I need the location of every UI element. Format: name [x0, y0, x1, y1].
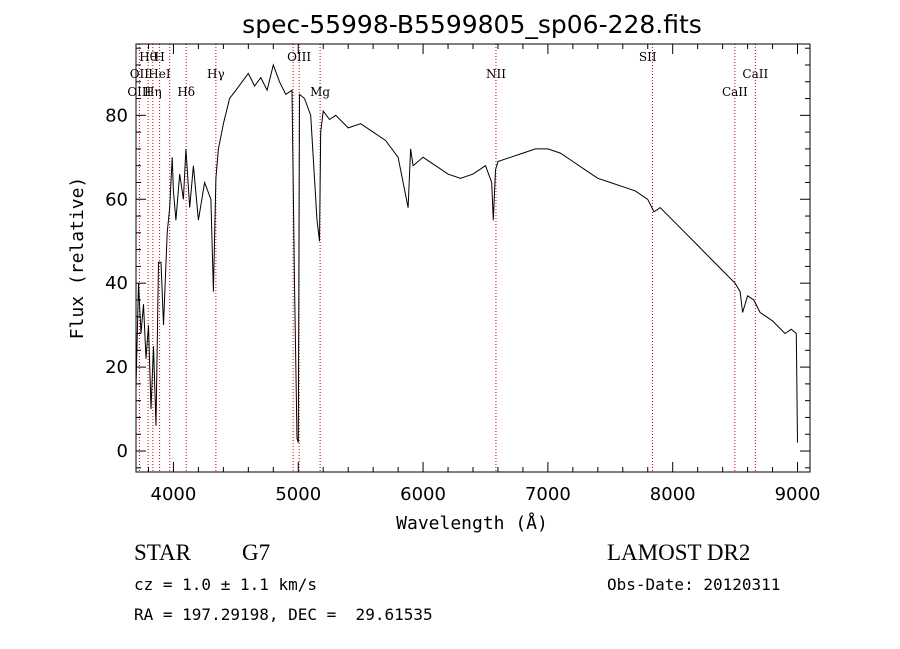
x-tick-label: 6000 — [400, 484, 446, 505]
marker-label: Hδ — [177, 85, 195, 99]
x-tick-label: 5000 — [275, 484, 321, 505]
coordinates: RA = 197.29198, DEC = 29.61535 — [134, 605, 433, 624]
marker-label: OIII — [287, 50, 311, 64]
marker-label: Mg — [310, 85, 330, 99]
y-axis-ticks: 0 20 40 60 80 — [105, 47, 810, 469]
y-tick-label: 60 — [105, 189, 128, 210]
marker-label: OII — [130, 67, 150, 81]
y-tick-label: 20 — [105, 357, 128, 378]
marker-label: Hη — [144, 85, 162, 99]
observation-date: Obs-Date: 20120311 — [607, 575, 781, 594]
x-axis-ticks: 4000 5000 6000 7000 8000 9000 — [147, 44, 821, 505]
survey-name: LAMOST DR2 — [607, 540, 751, 565]
emission-line-markers — [138, 44, 756, 472]
marker-label: Hθ — [139, 50, 157, 64]
marker-label: CaII — [742, 67, 768, 81]
redshift-cz: cz = 1.0 ± 1.1 km/s — [134, 575, 318, 594]
object-class: STAR — [134, 540, 191, 565]
marker-label: OIII — [127, 85, 151, 99]
x-tick-label: 8000 — [650, 484, 696, 505]
y-axis-label: Flux (relative) — [67, 177, 88, 340]
y-tick-label: 0 — [117, 441, 128, 462]
x-tick-label: 4000 — [151, 484, 197, 505]
marker-label: NII — [486, 67, 506, 81]
marker-label: Hγ — [207, 67, 225, 81]
plot-frame — [135, 43, 811, 473]
marker-label: HeI — [148, 67, 171, 81]
chart-title: spec-55998-B5599805_sp06-228.fits — [242, 10, 702, 39]
object-subclass: G7 — [242, 540, 271, 565]
spectrum-series-line — [135, 63, 798, 443]
marker-label: H — [154, 50, 164, 64]
x-axis-label: Wavelength (Å) — [396, 512, 548, 534]
y-tick-label: 80 — [105, 105, 128, 126]
marker-label: SII — [639, 50, 657, 64]
x-tick-label: 7000 — [525, 484, 571, 505]
x-tick-label: 9000 — [775, 484, 821, 505]
marker-label: CaII — [722, 85, 748, 99]
y-tick-label: 40 — [105, 273, 128, 294]
